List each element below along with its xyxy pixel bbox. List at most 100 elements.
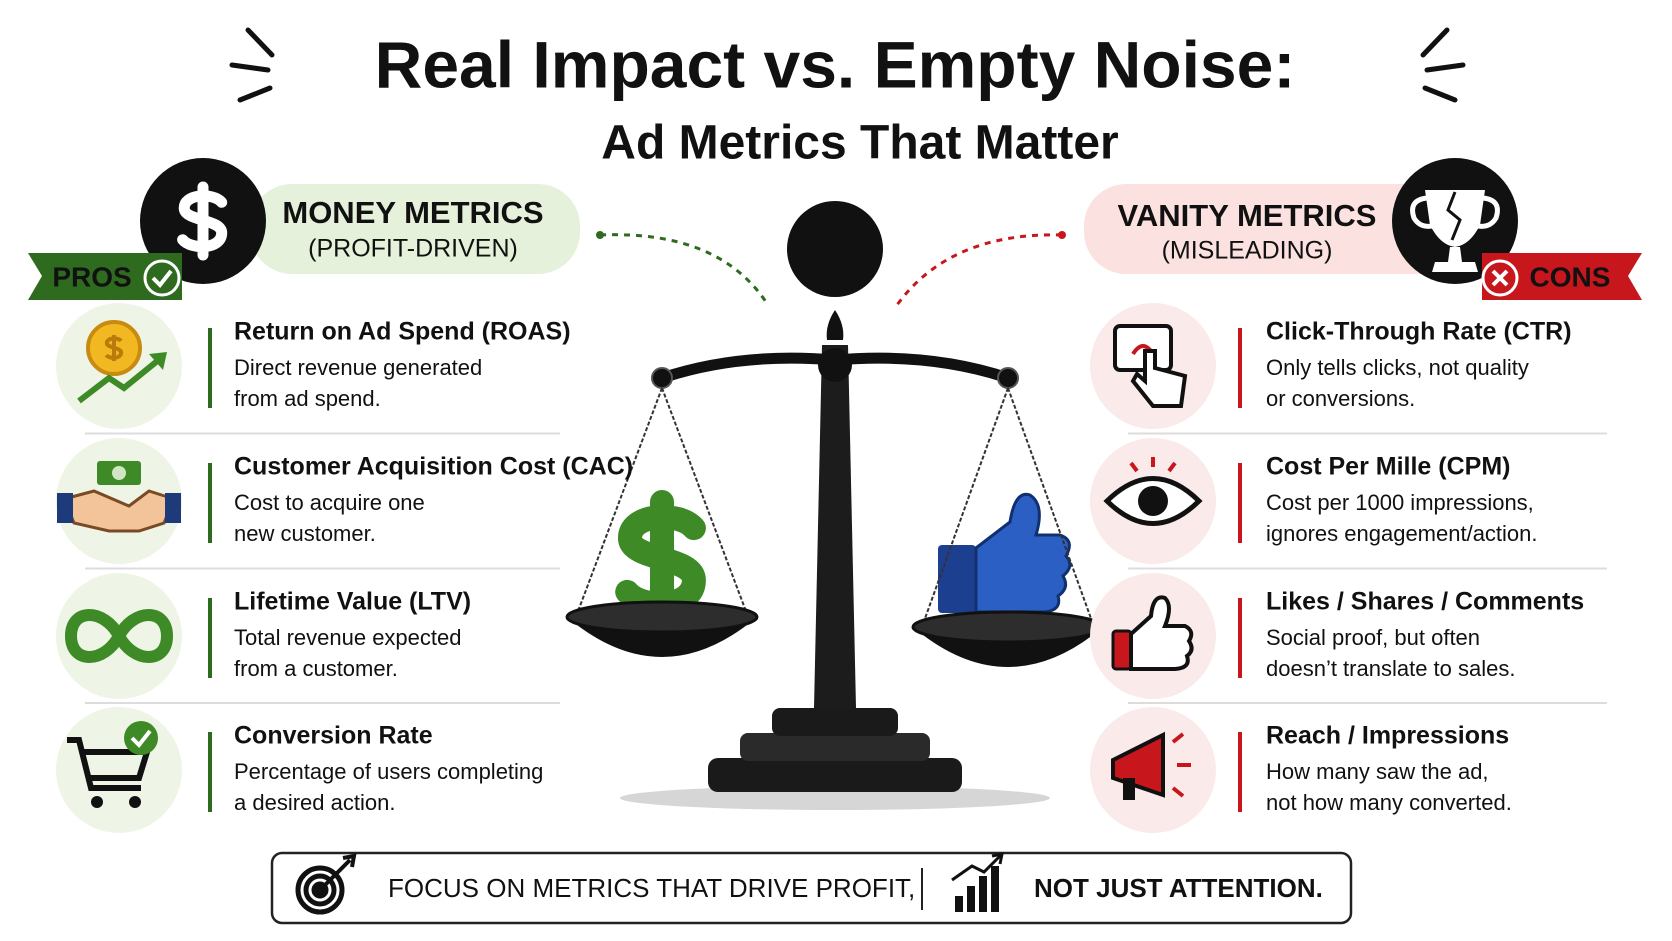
footer-box [270,851,1353,925]
beam-knob [651,367,673,389]
metric-row: Cost Per Mille (CPM) Cost per 1000 impres… [1090,438,1607,570]
cons-ribbon [1482,253,1642,300]
metric-description: Percentage of users completing [234,759,543,784]
sound-line [1171,732,1185,744]
check-circle [143,259,181,297]
scale-pillar [814,345,856,708]
section-title: MONEY METRICS [282,195,543,230]
sleeve [57,493,73,523]
metric-description: Social proof, but often [1266,625,1480,650]
metric-description: ignores engagement/action. [1266,521,1538,546]
metric-description: or conversions. [1266,386,1415,411]
connector-left [599,233,770,306]
vanity-header: VANITY METRICS (MISLEADING) CONS [1084,158,1642,300]
metric-description: Cost to acquire one [234,490,425,515]
chart-bar [955,896,963,912]
burst-line [245,27,275,58]
scale-finial [826,310,844,340]
chain [661,387,748,615]
metric-title: Likes / Shares / Comments [1266,588,1584,616]
arrow-head [149,352,167,370]
eye-ray [1167,461,1177,473]
burst-line [1420,27,1450,58]
chart-bar [991,866,999,912]
chart-bar [979,876,987,912]
burst-line [237,85,273,103]
trophy-crack [1446,191,1462,241]
sound-line [1171,786,1185,798]
chart-arrow [951,852,1004,882]
icon-circle [56,707,182,833]
section-subtitle: (PROFIT-DRIVEN) [308,235,518,263]
metric-title: Customer Acquisition Cost (CAC) [234,453,633,481]
trend-arrow [77,355,163,404]
balance-scale [565,310,1105,810]
metric-description: How many saw the ad, [1266,759,1489,784]
metric-row: Lifetime Value (LTV) Total revenue expect… [56,573,560,704]
metric-description: Cost per 1000 impressions, [1266,490,1534,515]
metric-row: Customer Acquisition Cost (CAC) Cost to a… [56,438,633,570]
metric-row: Click-Through Rate (CTR) Only tells click… [1090,303,1607,435]
metric-title: Cost Per Mille (CPM) [1266,453,1510,481]
metric-title: Lifetime Value (LTV) [234,588,471,616]
metric-description: from ad spend. [234,386,381,411]
metric-description: Direct revenue generated [234,355,482,380]
section-subtitle: (MISLEADING) [1162,237,1333,265]
wheel [91,796,103,808]
wheel [129,796,141,808]
metric-row: Reach / Impressions How many saw the ad, n… [1090,707,1512,833]
thumb-cuff [938,545,976,613]
metric-description: from a customer. [234,656,398,681]
target-arrow [318,853,357,892]
check-mark [151,269,173,289]
burst-line [1424,62,1466,73]
pupil [1138,486,1168,516]
scale-hub [818,348,852,382]
beam-knob [997,367,1019,389]
metric-row: Return on Ad Spend (ROAS) Direct revenue … [56,303,571,435]
metric-description: Only tells clicks, not quality [1266,355,1529,380]
sleeve [165,493,181,523]
chain [576,387,663,615]
pan-rim [911,610,1105,644]
check-badge [124,721,158,755]
pros-label: PROS [52,261,131,292]
dollar-icon [177,181,228,261]
cart [67,737,152,791]
pan-rim [565,600,759,634]
subtitle: Ad Metrics That Matter [601,117,1118,170]
money-header: MONEY METRICS (PROFIT-DRIVEN) PROS [28,158,580,300]
connector-dot [1058,231,1066,239]
thumb-hand [1129,595,1194,671]
coin-dollar [104,335,124,361]
header: Real Impact vs. Empty Noise: Ad Metrics T… [229,27,1466,170]
metric-title: Return on Ad Spend (ROAS) [234,318,571,346]
metric-title: Conversion Rate [234,722,433,750]
header-pill [1084,184,1459,274]
metric-description: Total revenue expected [234,625,462,650]
scale-base [772,708,898,736]
check-mark [130,729,152,749]
scale-base [740,733,930,761]
footer-text: FOCUS ON METRICS THAT DRIVE PROFIT, [388,873,915,903]
metric-row: Conversion Rate Percentage of users compl… [56,707,543,833]
metric-description: not how many converted. [1266,790,1512,815]
footer-text: NOT JUST ATTENTION. [1034,873,1323,903]
scale-base [708,758,962,792]
metric-description: doesn’t translate to sales. [1266,656,1515,681]
metric-title: Reach / Impressions [1266,722,1509,750]
title: Real Impact vs. Empty Noise: [375,27,1296,101]
burst-line [1422,85,1458,103]
megaphone-handle [1123,778,1135,800]
connector-right [895,233,1063,306]
vs: VS. [596,201,1066,306]
footer: FOCUS ON METRICS THAT DRIVE PROFIT, NOT J… [270,851,1353,925]
vs-circle [787,201,883,297]
vs-label: VS. [804,228,865,270]
thumb-cuff [1111,629,1133,671]
trophy-handles [1410,195,1500,229]
x-mark [1491,269,1509,287]
